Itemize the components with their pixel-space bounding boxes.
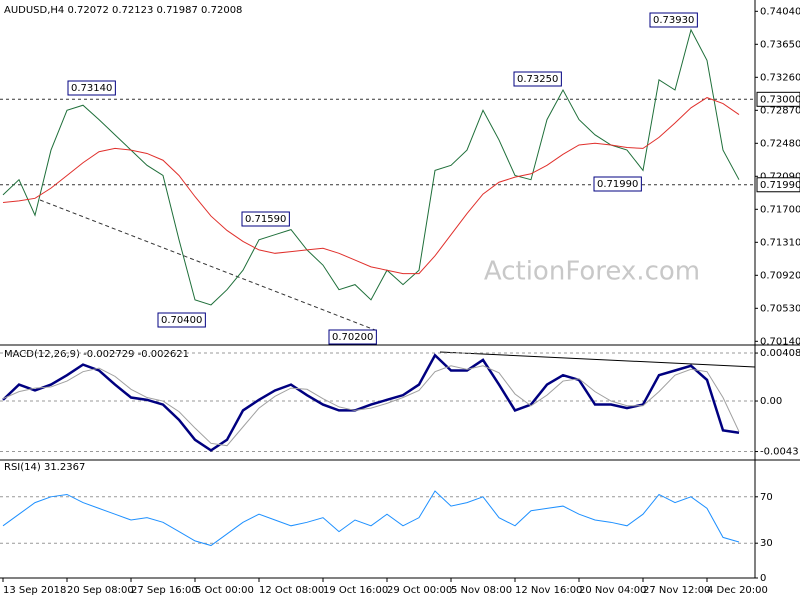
annotation: 0.70200 [332,332,373,343]
watermark: ActionForex.com [484,257,700,287]
panel-title: MACD(12,26,9) -0.002729 -0.002621 [4,349,189,360]
annotation: 0.73930 [653,15,694,26]
annotation: 0.71590 [245,214,286,225]
y-tick-label: 70 [760,492,773,503]
annotation: 0.73250 [517,74,558,85]
x-tick-label: 20 Sep 08:00 [67,585,134,596]
x-tick-label: 4 Dec 20:00 [707,585,768,596]
x-tick-label: 20 Nov 04:00 [579,585,646,596]
x-tick-label: 5 Oct 00:00 [195,585,254,596]
annotation: 0.70400 [161,315,202,326]
x-tick-label: 27 Nov 12:00 [643,585,710,596]
series-line [2,490,740,547]
y-tick-label: 0.004085 [760,348,800,359]
y-tick-label: 0.71700 [760,204,800,215]
annotation-box [649,12,698,28]
y-tick-label: 0.72870 [760,105,800,116]
y-tick-label: 0.00 [760,396,782,407]
annotation-box [593,176,642,192]
y-tick-label: 0.70920 [760,270,800,281]
annotation-box [67,80,116,96]
annotation-box [157,312,206,328]
y-tick-label: 0.72090 [760,171,800,182]
y-tick-label: 0 [760,573,766,584]
chart-title: AUDUSD,H4 0.72072 0.72123 0.71987 0.7200… [4,5,242,16]
annotation-box [241,211,290,227]
y-tick-label: 0.74040 [760,6,800,17]
x-tick-label: 12 Nov 16:00 [515,585,582,596]
level-label-box [756,91,800,107]
y-tick-label: 0.73260 [760,72,800,83]
trendline [39,199,376,331]
annotation: 0.73140 [71,83,112,94]
series-line [2,97,740,275]
series-line [2,353,740,452]
y-tick-label: 0.73650 [760,39,800,50]
annotation: 0.71990 [597,179,638,190]
y-tick-label: 0.70140 [760,336,800,347]
x-tick-label: 19 Oct 16:00 [323,585,388,596]
series-line [2,365,740,447]
y-tick-label: 0.71310 [760,237,800,248]
y-tick-label: 0.70530 [760,303,800,314]
y-tick-label: -0.0043 [760,447,799,458]
x-tick-label: 12 Oct 08:00 [259,585,324,596]
annotation-box [328,329,377,345]
level-label: 0.73000 [760,94,800,105]
x-tick-label: 5 Nov 08:00 [451,585,512,596]
x-tick-label: 27 Sep 16:00 [131,585,198,596]
y-tick-label: 30 [760,538,773,549]
y-tick-label: 0.72480 [760,138,800,149]
level-label-box [756,177,800,193]
annotation-box [513,71,562,87]
series-line [2,28,740,306]
level-label: 0.71990 [760,180,800,191]
x-tick-label: 13 Sep 2018 [3,585,66,596]
x-tick-label: 29 Oct 00:00 [387,585,452,596]
trendline [439,351,756,368]
panel-title: RSI(14) 31.2367 [4,462,85,473]
